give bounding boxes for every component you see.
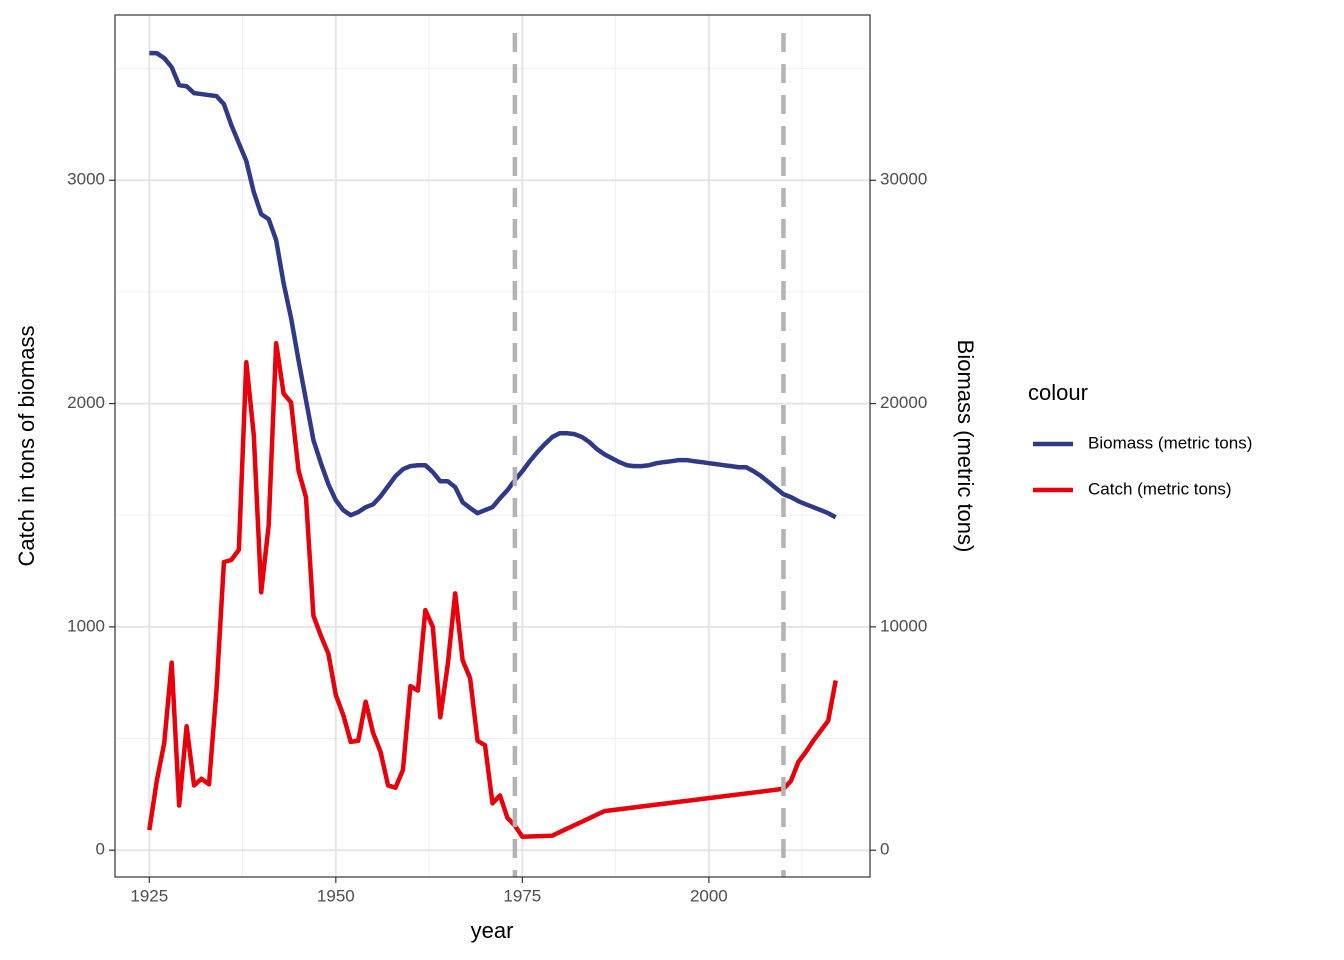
x-tick-label: 2000 xyxy=(690,886,728,905)
y-tick-label: 0 xyxy=(96,840,105,859)
y2-axis-title: Biomass (metric tons) xyxy=(953,340,978,553)
data-line xyxy=(149,50,837,520)
panel-background xyxy=(115,15,870,877)
panel-border xyxy=(114,14,871,878)
legend-label: Biomass (metric tons) xyxy=(1088,433,1252,452)
y2-tick-label: 0 xyxy=(880,840,889,859)
y2-tick-label: 30000 xyxy=(880,170,927,189)
x-axis-title: year xyxy=(471,918,514,943)
legend-label: Catch (metric tons) xyxy=(1088,479,1232,498)
x-tick-label: 1925 xyxy=(130,886,168,905)
y-tick-label: 1000 xyxy=(67,616,105,635)
x-tick-label: 1950 xyxy=(317,886,355,905)
y2-tick-label: 10000 xyxy=(880,616,927,635)
y-axis-title: Catch in tons of biomass xyxy=(14,326,39,567)
y-tick-label: 2000 xyxy=(67,393,105,412)
data-line xyxy=(147,341,838,840)
y2-tick-label: 20000 xyxy=(880,393,927,412)
x-tick-label: 1975 xyxy=(503,886,541,905)
legend-title: colour xyxy=(1028,380,1088,405)
y-tick-label: 3000 xyxy=(67,170,105,189)
